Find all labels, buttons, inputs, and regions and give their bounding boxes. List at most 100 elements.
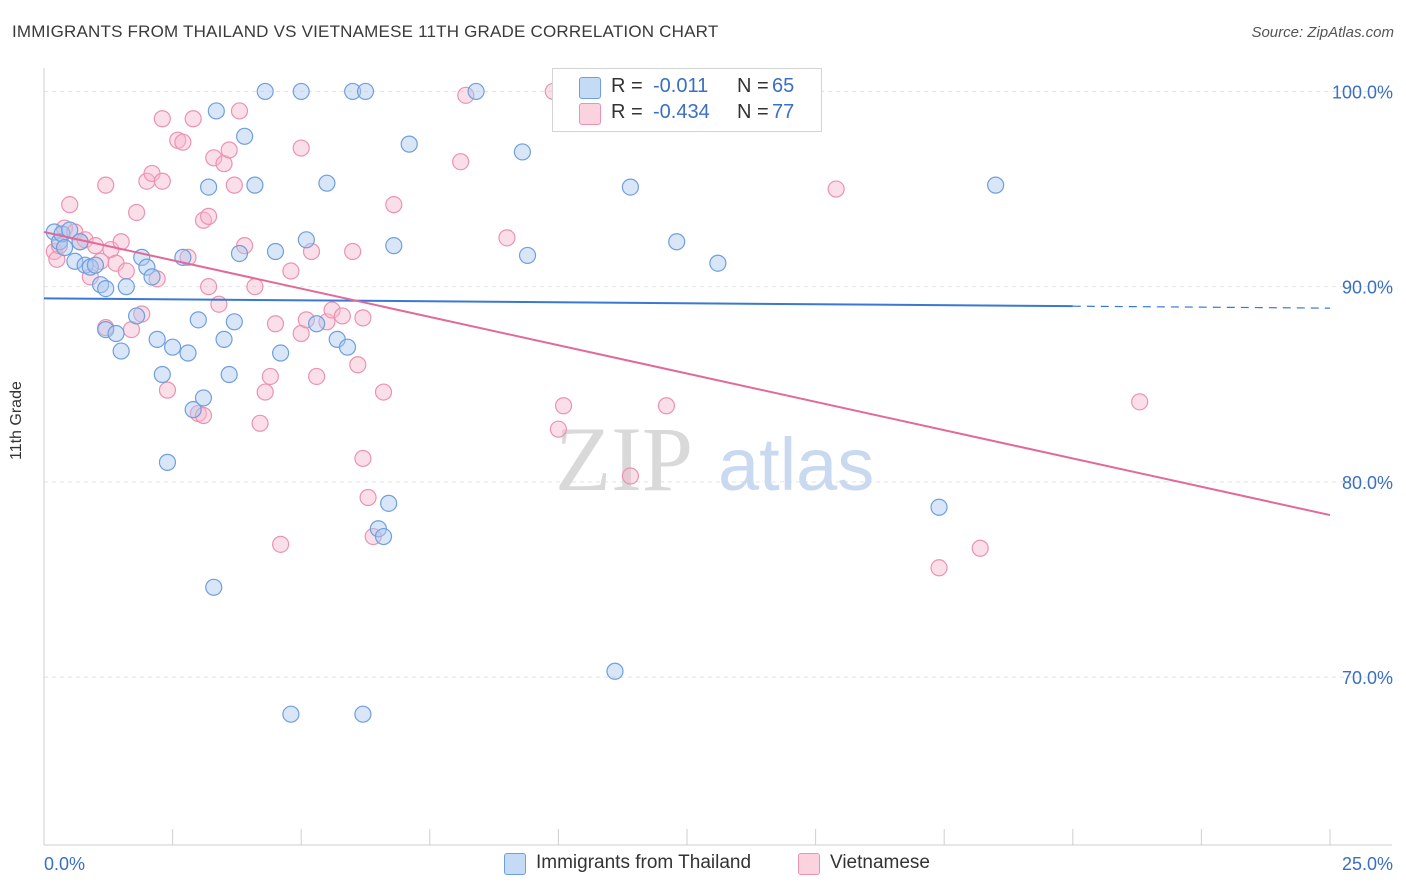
data-point — [261, 367, 279, 386]
legend-n-label: N = — [737, 75, 769, 97]
data-point — [668, 233, 686, 251]
axes — [43, 68, 1392, 846]
x-tick-label: 25.0% — [1342, 854, 1393, 874]
bottom-legend-swatch-thailand — [504, 853, 526, 875]
data-point — [606, 662, 624, 680]
data-point — [333, 307, 351, 325]
data-point — [158, 381, 177, 399]
data-point — [709, 254, 727, 272]
data-point — [86, 237, 105, 255]
data-point — [344, 82, 362, 101]
data-point — [518, 246, 537, 265]
data-point — [200, 278, 218, 296]
bottom-legend-label: Immigrants from Thailand — [536, 852, 752, 873]
legend-swatch-thailand — [579, 77, 601, 99]
data-point — [1131, 393, 1149, 411]
data-point — [184, 401, 202, 419]
data-point — [356, 82, 375, 101]
data-point — [272, 535, 290, 553]
data-point — [987, 176, 1005, 194]
data-point — [292, 139, 310, 157]
data-point — [452, 153, 470, 171]
data-point — [308, 367, 326, 386]
data-point — [930, 559, 948, 577]
data-point — [179, 248, 197, 266]
data-point — [385, 196, 403, 214]
data-point — [97, 321, 115, 339]
legend-n-label: N = — [737, 101, 769, 123]
data-point — [230, 244, 249, 263]
data-point — [107, 324, 125, 343]
data-point — [153, 365, 171, 384]
data-point — [194, 389, 213, 407]
data-point — [282, 705, 300, 723]
data-point — [323, 301, 341, 319]
source-label: Source: ZipAtlas.com — [1251, 24, 1394, 41]
data-point — [827, 180, 845, 198]
trend-lines — [43, 231, 1331, 517]
data-point — [549, 420, 568, 438]
y-tick-label: 100.0% — [1332, 82, 1393, 102]
data-point — [200, 207, 218, 225]
bottom-legend-label: Vietnamese — [830, 852, 930, 873]
y-tick-label: 90.0% — [1342, 278, 1393, 298]
data-point — [174, 133, 192, 151]
data-point — [385, 237, 403, 255]
data-point — [210, 295, 228, 313]
data-point — [308, 315, 326, 333]
data-point — [297, 311, 315, 329]
data-point — [61, 196, 79, 214]
thailand-points — [45, 82, 1005, 723]
data-point — [55, 239, 74, 257]
data-point — [338, 338, 357, 356]
data-point — [220, 141, 238, 159]
data-point — [148, 330, 166, 348]
data-point — [230, 102, 249, 120]
data-point — [282, 262, 300, 280]
data-point — [97, 176, 115, 194]
data-point — [86, 256, 105, 274]
data-point — [200, 178, 218, 196]
x-tick-labels: 0.0% 25.0% — [44, 854, 1393, 874]
data-point — [164, 338, 182, 356]
data-point — [292, 82, 310, 101]
bottom-legend-swatch-vietnamese — [798, 853, 820, 875]
data-point — [354, 309, 372, 327]
data-point — [66, 252, 84, 270]
y-tick-label: 70.0% — [1342, 668, 1393, 688]
data-point — [251, 414, 269, 432]
data-point — [225, 176, 243, 194]
data-point — [380, 494, 398, 512]
data-point — [127, 307, 146, 325]
data-point — [153, 110, 171, 128]
data-point — [513, 143, 531, 161]
data-point — [117, 278, 135, 296]
data-point — [117, 262, 135, 280]
data-point — [498, 229, 516, 247]
data-point — [349, 356, 367, 374]
data-point — [153, 172, 171, 190]
data-point — [359, 488, 377, 507]
data-point — [138, 258, 156, 276]
data-point — [215, 330, 233, 348]
data-point — [272, 344, 290, 362]
data-point — [297, 231, 315, 249]
legend-r-value: -0.011 — [653, 75, 709, 97]
data-point — [344, 242, 362, 261]
y-axis-label: 11th Grade — [8, 381, 25, 460]
data-point — [354, 705, 372, 723]
data-point — [179, 344, 197, 362]
data-point — [112, 342, 130, 360]
chart-title: IMMIGRANTS FROM THAILAND VS VIETNAMESE 1… — [12, 22, 719, 41]
trend-line-thailand-extension — [1072, 305, 1331, 309]
data-point — [457, 86, 475, 104]
y-tick-label: 80.0% — [1342, 473, 1393, 493]
watermark: ZIP atlas — [555, 408, 874, 510]
data-point — [143, 268, 161, 286]
stats-legend: R = -0.011 N = 65 R = -0.434 N = 77 — [552, 68, 822, 132]
data-point — [930, 498, 948, 516]
legend-n-value: 65 — [772, 75, 795, 97]
data-point — [657, 397, 676, 415]
data-point — [236, 127, 254, 145]
